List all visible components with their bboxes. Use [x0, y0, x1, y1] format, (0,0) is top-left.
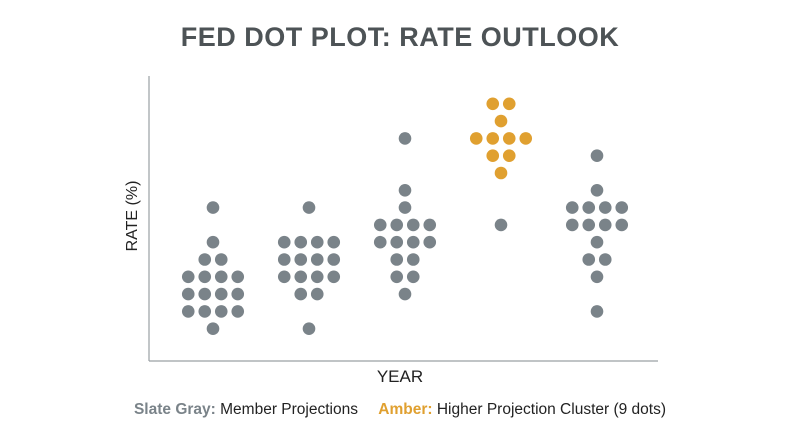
legend-item-amber: Amber: Higher Projection Cluster (9 dots…: [378, 401, 666, 418]
gray-dot: [406, 218, 420, 232]
gray-dot: [231, 287, 245, 301]
gray-dot: [590, 235, 604, 249]
gray-dot: [327, 270, 341, 284]
gray-dot: [615, 201, 629, 214]
gray-dot: [598, 253, 612, 266]
gray-dot: [398, 184, 412, 197]
gray-dot: [423, 235, 437, 249]
gray-dot: [310, 253, 324, 266]
gray-dot: [214, 305, 228, 318]
gray-dot: [398, 287, 412, 301]
y-axis-label: RATE (%): [124, 180, 141, 252]
gray-dot: [198, 270, 212, 284]
legend-amber-text: Higher Projection Cluster (9 dots): [436, 401, 667, 418]
gray-dot: [590, 305, 604, 318]
gray-dot: [198, 253, 212, 266]
gray-dot: [310, 235, 324, 249]
gray-dot: [398, 201, 412, 214]
gray-dot: [310, 270, 324, 284]
gray-dot: [214, 287, 228, 301]
amber-dot: [486, 97, 500, 111]
legend: Slate Gray: Member Projections Amber: Hi…: [0, 401, 800, 419]
gray-dot: [423, 218, 437, 232]
gray-dot: [294, 253, 308, 266]
gray-dot: [390, 235, 404, 249]
amber-dot: [486, 132, 500, 145]
amber-dot: [519, 132, 533, 145]
gray-dot: [214, 270, 228, 284]
amber-dot: [502, 97, 516, 111]
gray-dot: [494, 218, 508, 232]
gray-dot: [302, 201, 316, 214]
gray-dot: [615, 218, 629, 232]
amber-dot: [494, 114, 508, 128]
legend-item-gray: Slate Gray: Member Projections: [134, 401, 362, 418]
gray-dot: [206, 235, 220, 249]
gray-dot: [198, 305, 212, 318]
gray-dot: [406, 253, 420, 266]
gray-dot: [590, 184, 604, 197]
dots-layer: [181, 97, 629, 336]
gray-dot: [590, 149, 604, 162]
gray-dot: [565, 201, 579, 214]
gray-dot: [206, 322, 220, 336]
legend-gray-key: Slate Gray:: [133, 401, 216, 418]
gray-dot: [277, 270, 291, 284]
gray-dot: [390, 218, 404, 232]
amber-dot: [502, 132, 516, 145]
gray-dot: [214, 253, 228, 266]
x-axis-label: YEAR: [376, 367, 424, 386]
legend-amber-key: Amber:: [378, 401, 433, 418]
gray-dot: [231, 270, 245, 284]
gray-dot: [390, 253, 404, 266]
gray-dot: [277, 253, 291, 266]
gray-dot: [327, 235, 341, 249]
amber-dot: [494, 166, 508, 180]
gray-dot: [582, 218, 596, 232]
gray-dot: [373, 218, 387, 232]
amber-dot: [502, 149, 516, 162]
gray-dot: [181, 270, 195, 284]
gray-dot: [277, 235, 291, 249]
gray-dot: [294, 270, 308, 284]
amber-dot: [486, 149, 500, 162]
gray-dot: [327, 253, 341, 266]
gray-dot: [406, 235, 420, 249]
gray-dot: [198, 287, 212, 301]
gray-dot: [582, 201, 596, 214]
gray-dot: [398, 132, 412, 145]
gray-dot: [590, 270, 604, 284]
gray-dot: [206, 201, 220, 214]
gray-dot: [302, 322, 316, 336]
gray-dot: [231, 305, 245, 318]
amber-dot: [469, 132, 483, 145]
gray-dot: [310, 287, 324, 301]
gray-dot: [598, 218, 612, 232]
gray-dot: [598, 201, 612, 214]
gray-dot: [373, 235, 387, 249]
gray-dot: [181, 305, 195, 318]
gray-dot: [294, 287, 308, 301]
legend-gray-text: Member Projections: [220, 401, 358, 418]
gray-dot: [181, 287, 195, 301]
chart-title: FED DOT PLOT: RATE OUTLOOK: [180, 22, 620, 52]
gray-dot: [390, 270, 404, 284]
gray-dot: [582, 253, 596, 266]
gray-dot: [406, 270, 420, 284]
gray-dot: [294, 235, 308, 249]
gray-dot: [565, 218, 579, 232]
